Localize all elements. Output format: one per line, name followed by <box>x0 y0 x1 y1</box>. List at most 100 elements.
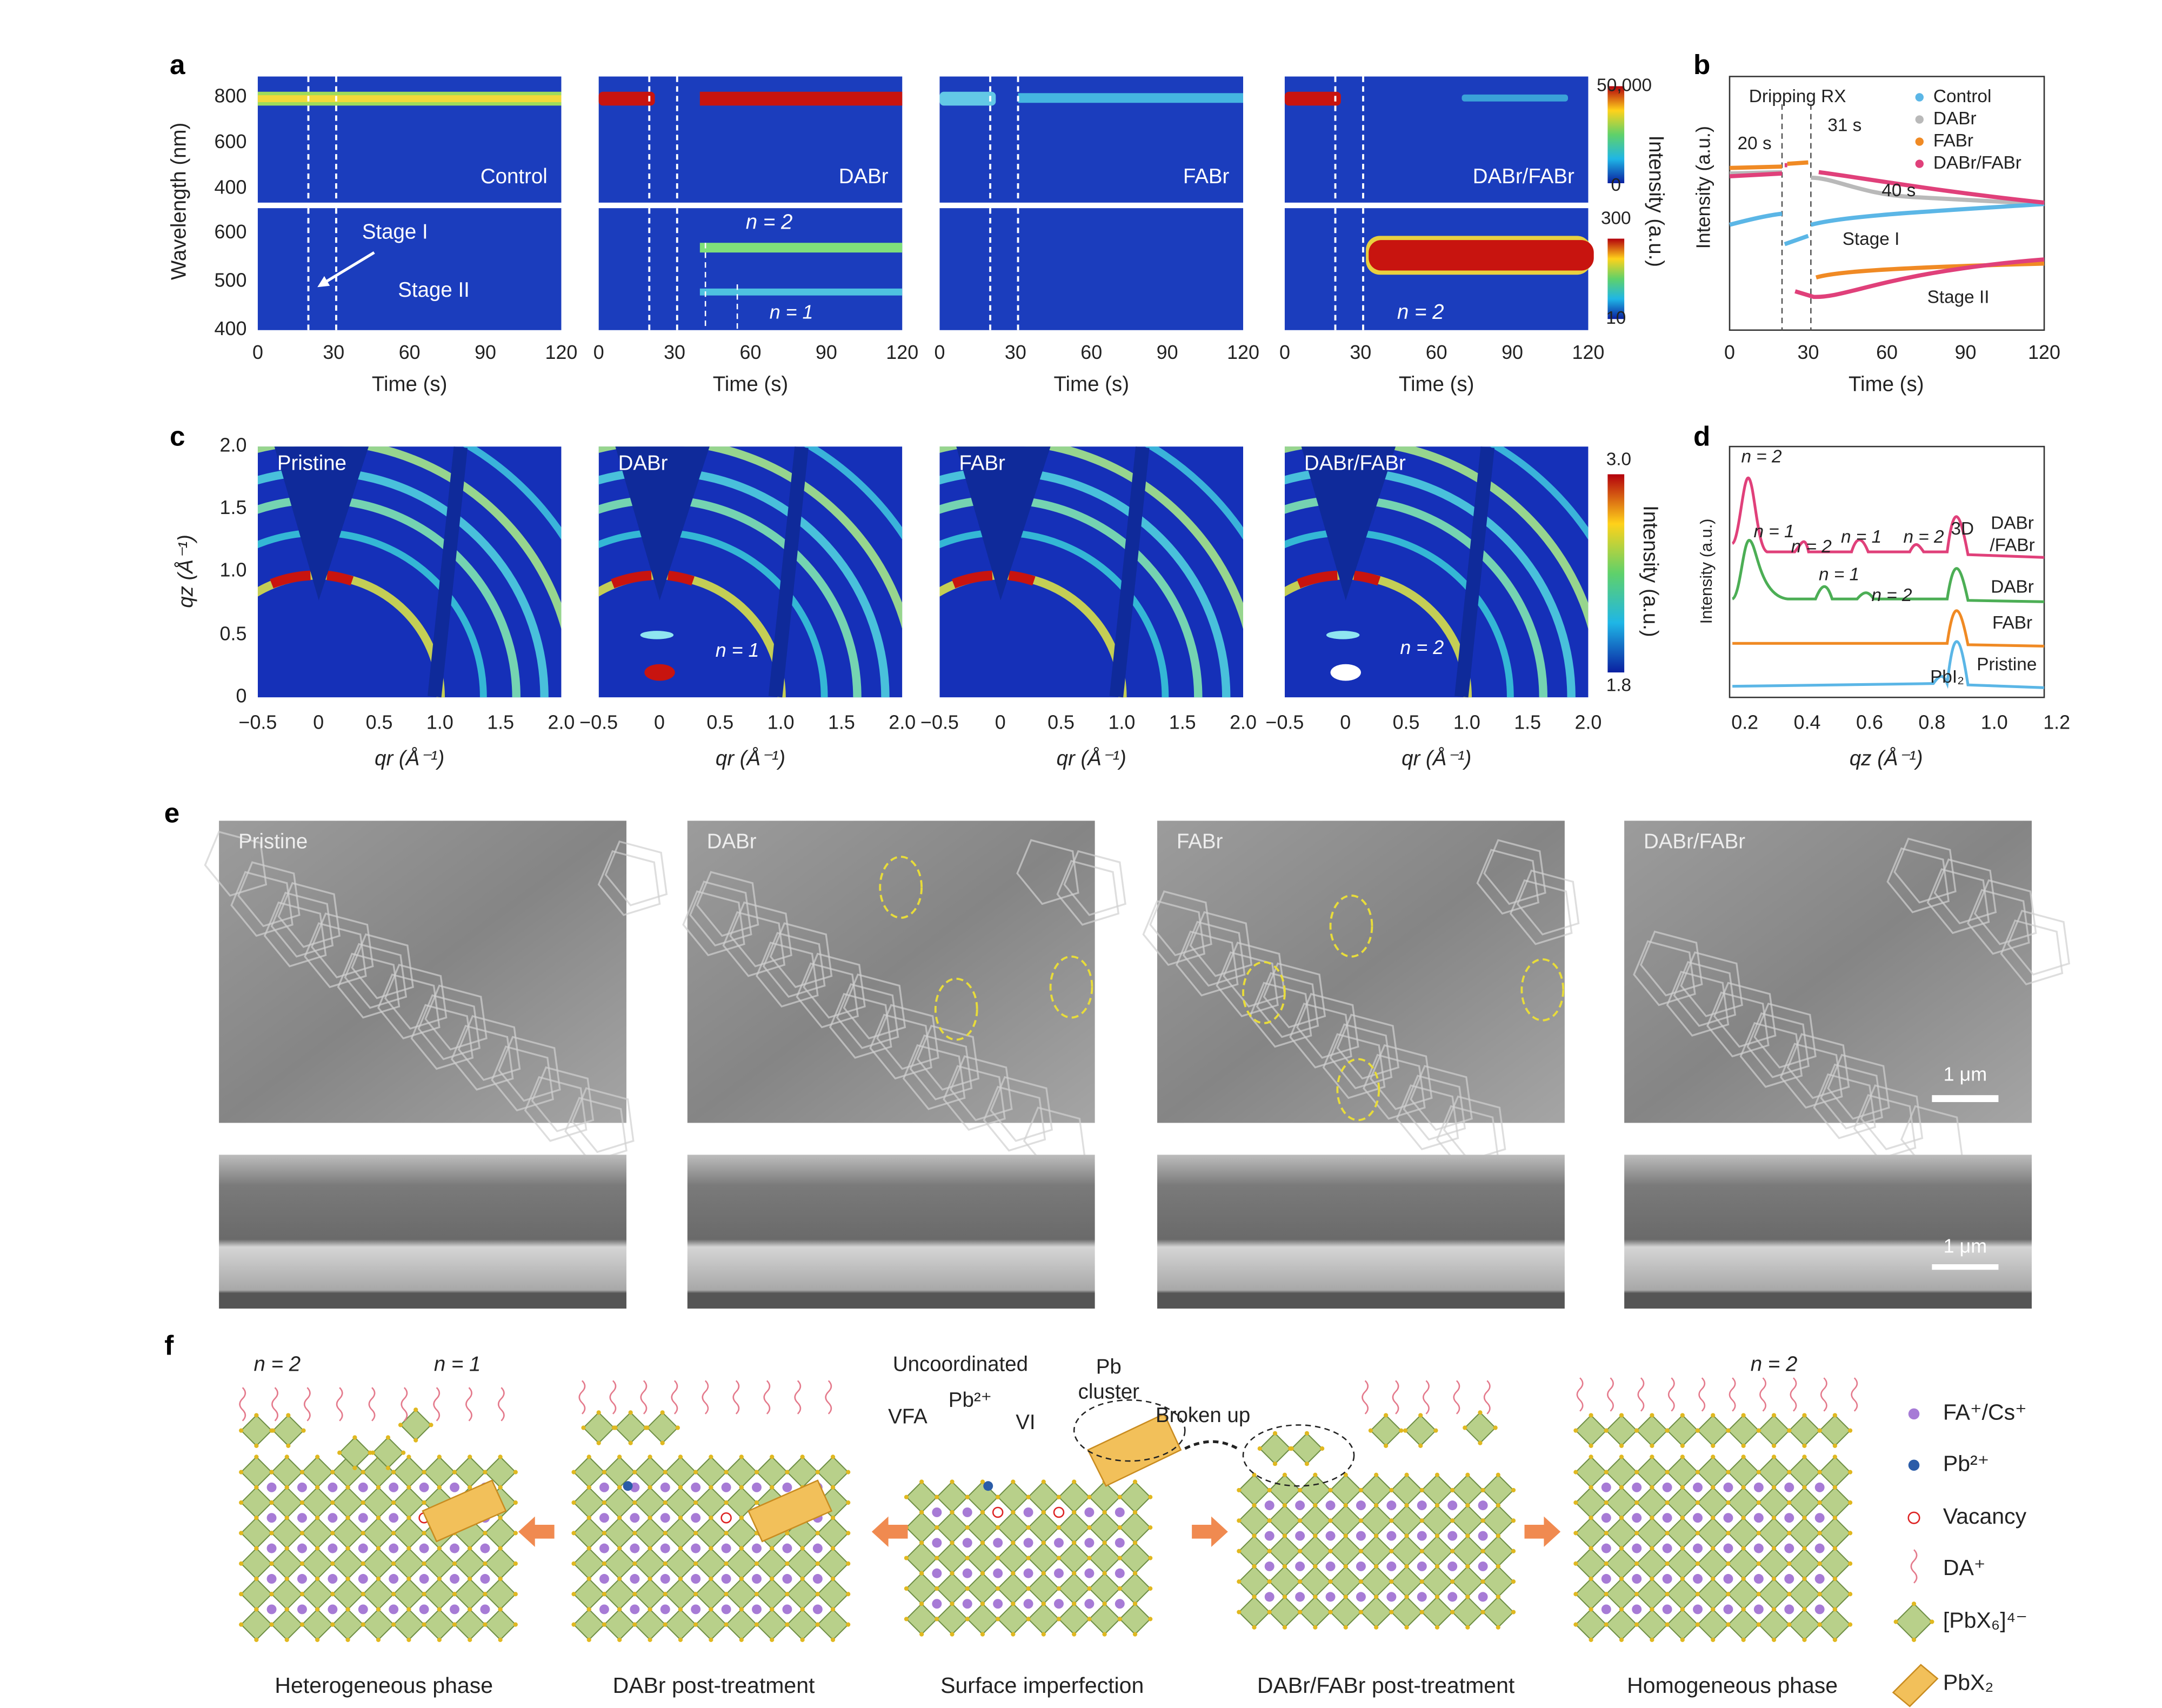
halide <box>1304 1431 1310 1436</box>
halide <box>1478 1440 1483 1445</box>
halide <box>678 1455 683 1459</box>
halide <box>269 1470 274 1475</box>
halide <box>770 1576 775 1582</box>
curve <box>1732 640 2045 689</box>
octahedron <box>362 1517 395 1550</box>
legend-marker <box>1908 1459 1920 1471</box>
halide <box>299 1592 305 1597</box>
halide <box>413 1407 418 1412</box>
cation <box>1753 1482 1764 1492</box>
grain <box>424 984 488 1051</box>
grain <box>1706 991 1770 1058</box>
halide <box>1267 1549 1272 1553</box>
halide <box>1604 1622 1609 1627</box>
halide <box>452 1561 457 1566</box>
cation <box>691 1543 701 1553</box>
cation <box>266 1513 277 1523</box>
halide <box>361 1470 365 1475</box>
y-tick-label: 2.0 <box>220 435 247 456</box>
halide <box>596 1410 601 1415</box>
x-tick-label: 0 <box>252 342 263 363</box>
octahedron <box>423 1456 456 1489</box>
grain <box>1016 839 1079 905</box>
octahedron <box>997 1481 1030 1513</box>
octahedron <box>1482 1565 1514 1598</box>
halide <box>1634 1592 1639 1597</box>
octahedron <box>603 1486 636 1519</box>
halide <box>919 1571 924 1576</box>
cation <box>1295 1500 1305 1511</box>
axis-label: qr (Å⁻¹) <box>1057 746 1126 770</box>
grain <box>1633 940 1696 1006</box>
halide <box>239 1592 244 1597</box>
halide <box>1695 1470 1700 1475</box>
halide <box>1711 1576 1716 1582</box>
da-cation <box>336 1387 343 1422</box>
halide <box>1102 1540 1107 1545</box>
curve-label: DABr <box>1991 577 2034 597</box>
octahedron <box>1421 1535 1453 1567</box>
x-tick-label: 0 <box>1724 342 1735 363</box>
cation <box>1784 1482 1794 1492</box>
octahedron <box>1299 1565 1331 1598</box>
halide <box>1741 1455 1746 1459</box>
octahedron <box>695 1547 728 1580</box>
ring-peak <box>1297 570 1338 589</box>
cation <box>932 1568 942 1578</box>
octahedron <box>1330 1565 1362 1598</box>
x-tick-label: 1.0 <box>1453 711 1480 733</box>
halide <box>406 1455 411 1459</box>
halide <box>254 1516 259 1520</box>
octahedron <box>1758 1517 1790 1550</box>
halide <box>1252 1564 1257 1569</box>
halide <box>904 1556 909 1560</box>
panel-letter: d <box>1693 421 1710 451</box>
halide <box>1741 1443 1746 1448</box>
halide <box>391 1470 396 1475</box>
halide <box>1726 1470 1731 1475</box>
halide <box>1237 1487 1242 1493</box>
octahedron <box>633 1608 666 1641</box>
halide <box>648 1485 652 1490</box>
halide <box>660 1440 665 1445</box>
legend-label: Control <box>1933 86 1991 106</box>
cation <box>419 1574 429 1584</box>
legend-label: Vacancy <box>1943 1504 2027 1529</box>
halide <box>239 1561 244 1566</box>
halide <box>678 1546 683 1551</box>
grain <box>304 922 367 989</box>
octahedron <box>1027 1511 1060 1544</box>
halide <box>830 1607 836 1612</box>
octahedron <box>1238 1565 1271 1598</box>
cation <box>1264 1500 1274 1511</box>
halide <box>1267 1518 1272 1523</box>
octahedron <box>301 1456 333 1489</box>
halide <box>1434 1625 1440 1630</box>
band <box>1018 93 1243 103</box>
octahedron <box>392 1456 425 1489</box>
octahedron <box>695 1608 728 1641</box>
cation <box>266 1574 277 1584</box>
halide <box>1056 1556 1062 1560</box>
colorbar-label: 10 <box>1606 308 1626 328</box>
halide <box>724 1592 729 1597</box>
cation <box>1084 1568 1095 1578</box>
halide <box>602 1470 607 1475</box>
ring-peak <box>640 631 674 639</box>
halide <box>1650 1607 1654 1612</box>
x-tick-label: 30 <box>323 342 344 363</box>
sem-image <box>687 820 1095 1123</box>
halide <box>1389 1579 1394 1584</box>
cation <box>782 1482 792 1492</box>
ring-peak <box>1008 570 1036 586</box>
halide <box>1496 1625 1500 1630</box>
halide <box>996 1525 1000 1530</box>
x-tick-label: 1.0 <box>1981 711 2008 733</box>
octahedron <box>695 1578 728 1610</box>
sem-cross-section <box>1624 1155 2032 1309</box>
halide <box>1011 1632 1016 1637</box>
halide <box>1650 1413 1654 1418</box>
halide <box>498 1485 503 1490</box>
halide <box>1450 1610 1455 1614</box>
octahedron <box>453 1547 486 1580</box>
